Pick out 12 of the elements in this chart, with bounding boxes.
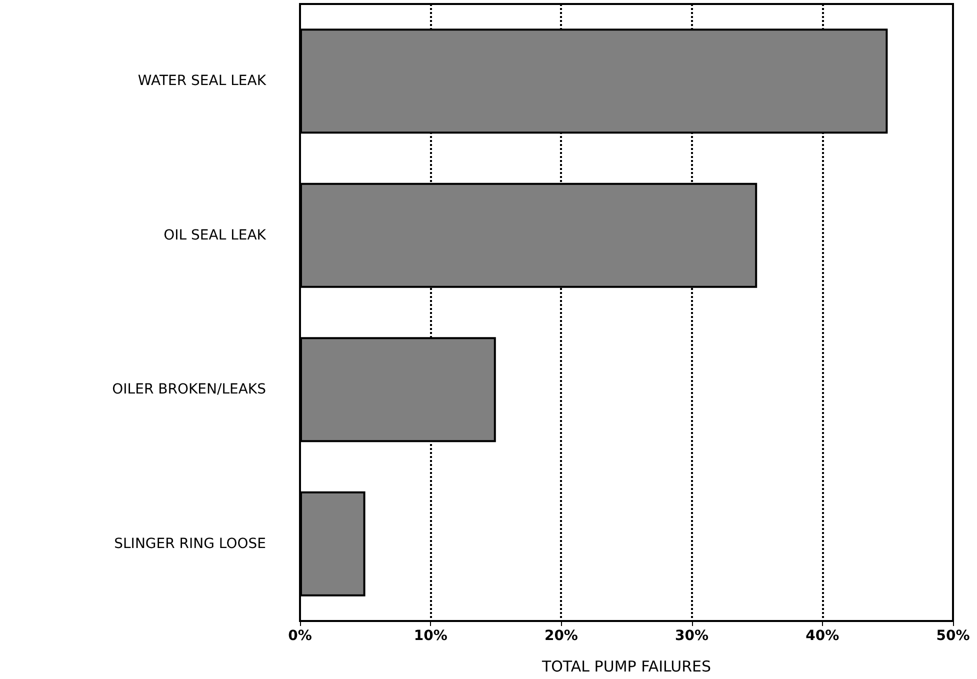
x-tick-label: 30% (675, 628, 709, 644)
y-tick-label: OILER BROKEN/LEAKS (112, 382, 266, 398)
x-tick-label: 20% (544, 628, 578, 644)
x-tick-label: 40% (806, 628, 840, 644)
y-tick-label: OIL SEAL LEAK (164, 227, 267, 244)
x-tick-label: 10% (414, 628, 448, 644)
bar (300, 491, 366, 596)
x-tick-label: 0% (288, 628, 312, 644)
y-tick-label: WATER SEAL LEAK (138, 73, 267, 90)
x-axis-title: TOTAL PUMP FAILURES (540, 658, 712, 676)
y-tick-label: SLINGER RING LOOSE (114, 536, 266, 552)
x-tick-label: 50% (936, 628, 970, 644)
